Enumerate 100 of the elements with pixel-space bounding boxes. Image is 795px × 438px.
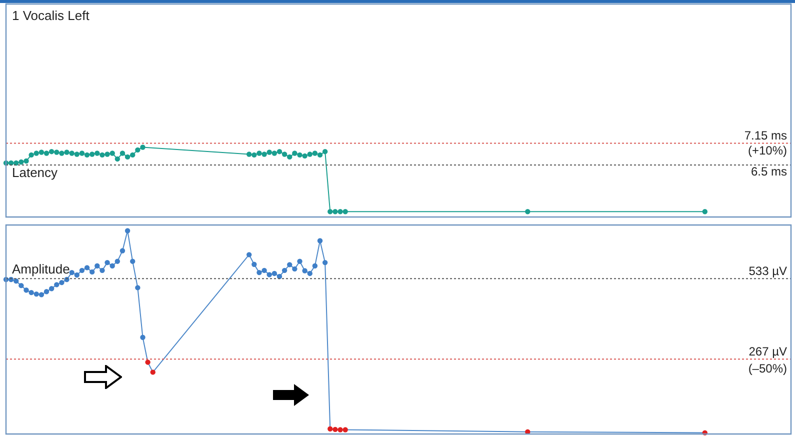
point <box>266 272 272 278</box>
point <box>262 152 267 157</box>
point <box>59 280 64 286</box>
point <box>145 360 150 365</box>
point <box>104 260 110 266</box>
point <box>338 209 343 214</box>
point <box>317 152 323 158</box>
point <box>307 152 312 157</box>
point <box>124 228 130 234</box>
point <box>74 272 80 278</box>
point <box>140 144 146 150</box>
y-axis-title: Latency <box>12 165 58 180</box>
point <box>28 152 34 158</box>
point <box>312 150 318 156</box>
point <box>38 292 44 298</box>
point <box>18 159 24 165</box>
point <box>120 248 126 254</box>
point <box>100 268 105 274</box>
point <box>69 270 74 276</box>
ref-line-label: 267 µV <box>748 344 787 358</box>
point <box>256 270 262 276</box>
point <box>94 263 100 268</box>
point <box>332 426 338 432</box>
point <box>150 370 156 375</box>
point <box>272 270 278 276</box>
point <box>287 154 292 160</box>
point <box>342 209 348 214</box>
point <box>282 268 288 274</box>
point <box>525 209 530 214</box>
point <box>44 150 50 156</box>
point <box>59 150 64 156</box>
point <box>110 150 115 156</box>
point <box>18 282 24 288</box>
point <box>79 150 85 156</box>
point <box>297 258 302 264</box>
ref-line-label: 533 µV <box>748 264 787 278</box>
point <box>297 152 302 158</box>
point <box>28 290 34 296</box>
point <box>252 152 257 158</box>
point <box>74 152 80 157</box>
annotation: (–50%) <box>748 361 787 376</box>
point <box>34 291 39 297</box>
annotation: (+10%) <box>748 144 787 158</box>
point <box>262 268 267 274</box>
point <box>130 258 136 264</box>
point <box>317 238 323 244</box>
point <box>64 150 70 155</box>
point <box>89 152 95 157</box>
point <box>287 262 292 268</box>
point <box>24 158 29 164</box>
point <box>79 268 85 274</box>
point <box>44 289 50 294</box>
y-axis-title: Amplitude <box>12 262 70 277</box>
point <box>292 150 298 156</box>
point <box>328 209 333 214</box>
point <box>292 266 298 272</box>
point <box>135 147 140 153</box>
point <box>135 285 140 290</box>
point <box>14 160 19 166</box>
point <box>702 209 708 214</box>
point <box>48 286 54 292</box>
point <box>89 269 95 275</box>
point <box>100 152 105 158</box>
point <box>312 263 318 268</box>
point <box>342 427 348 432</box>
point <box>104 152 110 157</box>
chart-title: 1 Vocalis Left <box>12 8 90 24</box>
point <box>272 150 278 156</box>
point <box>256 150 262 156</box>
point <box>266 150 272 155</box>
point <box>124 154 130 160</box>
point <box>302 153 308 159</box>
point <box>140 334 146 340</box>
point <box>302 268 308 274</box>
point <box>54 282 60 288</box>
point <box>322 148 328 154</box>
point <box>328 426 333 432</box>
point <box>307 270 312 276</box>
point <box>38 150 44 155</box>
point <box>252 262 257 267</box>
point <box>84 152 90 158</box>
point <box>332 209 338 214</box>
point <box>54 150 60 155</box>
point <box>282 152 288 157</box>
point <box>120 150 126 156</box>
point <box>276 148 282 154</box>
point <box>14 278 19 284</box>
point <box>24 288 29 293</box>
point <box>246 152 252 157</box>
point <box>94 150 100 156</box>
point <box>338 427 343 432</box>
point <box>34 150 39 156</box>
point <box>322 260 328 266</box>
point <box>48 148 54 154</box>
point <box>114 156 120 162</box>
point <box>110 263 115 268</box>
point <box>130 152 136 158</box>
ref-line-label: 7.15 ms <box>744 128 787 143</box>
ref-line-label: 6.5 ms <box>750 164 787 178</box>
point <box>246 252 252 258</box>
